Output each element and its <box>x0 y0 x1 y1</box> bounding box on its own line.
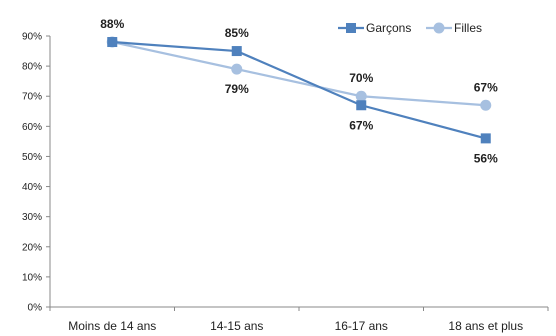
x-tick-label: 18 ans et plus <box>448 319 523 333</box>
series-line <box>112 40 487 140</box>
y-tick-label: 20% <box>22 242 42 253</box>
legend-swatch-marker <box>346 23 356 33</box>
data-point <box>356 100 367 111</box>
y-tick-label: 30% <box>22 212 42 223</box>
data-point <box>231 46 242 57</box>
y-tick-label: 50% <box>22 152 42 163</box>
data-point <box>480 133 491 144</box>
series-layer <box>106 36 492 144</box>
data-point <box>355 90 367 102</box>
x-tick-label: 16-17 ans <box>335 319 388 333</box>
series-filles <box>106 36 492 111</box>
legend-item: Filles <box>426 21 482 35</box>
x-tick-label: Moins de 14 ans <box>68 319 156 333</box>
data-label: 67% <box>349 118 373 132</box>
y-tick-label: 90% <box>22 32 42 43</box>
y-tick-label: 80% <box>22 62 42 73</box>
data-label: 85% <box>225 26 249 40</box>
data-point <box>480 99 492 111</box>
data-label: 67% <box>474 80 498 94</box>
series-line <box>112 40 486 107</box>
data-label: 56% <box>474 151 498 165</box>
x-tick-label: 14-15 ans <box>210 319 263 333</box>
y-tick-label: 70% <box>22 92 42 103</box>
y-tick-label: 40% <box>22 182 42 193</box>
legend-label: Garçons <box>366 21 411 35</box>
legend-item: Garçons <box>338 21 411 35</box>
axes: 0% 10% 20% 30% 40% 50% 60% 70% 80% 90% Moins de 14… <box>22 32 549 333</box>
legend: Garçons Filles <box>338 21 482 35</box>
y-tick-label: 60% <box>22 122 42 133</box>
data-point <box>107 37 118 48</box>
legend-swatch-marker <box>433 22 445 34</box>
series-garçons <box>107 37 491 144</box>
data-label: 88% <box>100 17 124 31</box>
y-tick-label: 10% <box>22 272 42 283</box>
data-point <box>231 63 243 75</box>
legend-label: Filles <box>454 21 482 35</box>
y-tick-label: 0% <box>28 303 43 314</box>
data-label: 79% <box>225 82 249 96</box>
data-labels: 85% 67% 56% 88% 79% 70% 67% <box>100 17 498 165</box>
data-label: 70% <box>349 71 373 85</box>
